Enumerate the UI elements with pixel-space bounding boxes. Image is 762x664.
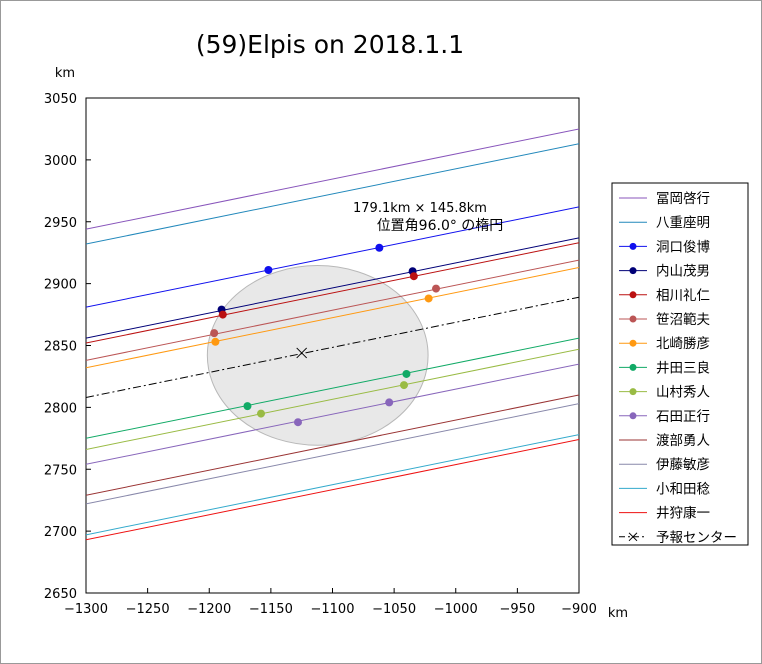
y-tick-label: 2850 — [44, 340, 77, 355]
legend: 冨岡啓行八重座明洞口俊博内山茂男相川礼仁笹沼範夫北崎勝彦井田三良山村秀人石田正行… — [619, 191, 737, 546]
legend-marker-2 — [629, 242, 637, 250]
y-tick-label: 2650 — [44, 587, 77, 602]
legend-label-5: 笹沼範夫 — [656, 312, 710, 328]
x-unit-label: km — [608, 606, 628, 621]
legend-label-11: 伊藤敏彦 — [656, 457, 710, 473]
legend-marker-7 — [629, 363, 637, 371]
legend-x-b — [628, 532, 638, 542]
legend-label-13: 井狩康一 — [656, 505, 710, 522]
observer-point-9-0 — [293, 418, 302, 427]
legend-label-12: 小和田稔 — [656, 481, 710, 497]
x-tick-label: −1250 — [126, 602, 170, 617]
x-tick-label: −1050 — [372, 602, 416, 617]
x-tick-label: −1000 — [434, 602, 478, 617]
observer-line-6 — [86, 267, 579, 369]
observer-point-8-1 — [399, 381, 408, 390]
observer-line-0 — [86, 128, 579, 230]
predicted-path-line — [86, 296, 579, 398]
legend-label-1: 八重座明 — [656, 215, 710, 231]
x-tick-label: −1150 — [249, 602, 293, 617]
prediction-center-marker — [296, 347, 308, 359]
observer-line-11 — [86, 403, 579, 505]
observer-point-4-0 — [218, 310, 227, 319]
observer-line-1 — [86, 143, 579, 245]
x-tick-label: −1100 — [311, 602, 355, 617]
observer-point-5-0 — [210, 329, 219, 338]
legend-marker-8 — [629, 388, 637, 396]
observer-line-7 — [86, 337, 579, 439]
asteroid-ellipse — [206, 265, 429, 446]
y-unit-label: km — [55, 66, 75, 81]
legend-marker-9 — [629, 412, 637, 420]
legend-label-10: 渡部勇人 — [656, 433, 710, 449]
observer-point-5-1 — [432, 284, 441, 293]
legend-label-6: 北崎勝彦 — [656, 336, 710, 352]
y-tick-label: 2900 — [44, 278, 77, 293]
legend-label-14: 予報センター — [656, 530, 737, 546]
y-tick-label: 3000 — [44, 154, 77, 169]
marker-stroke-b — [296, 347, 308, 359]
observer-line-10 — [86, 394, 579, 496]
legend-label-8: 山村秀人 — [656, 385, 710, 401]
legend-marker-6 — [629, 339, 637, 347]
observer-point-4-1 — [409, 272, 418, 281]
x-tick-label: −950 — [500, 602, 536, 617]
legend-marker-5 — [629, 315, 637, 323]
x-tick-label: −900 — [561, 602, 597, 617]
observer-point-7-1 — [402, 369, 411, 378]
ellipse-angle-label: 位置角96.0° の楕円 — [377, 217, 504, 234]
observer-point-8-0 — [257, 409, 266, 418]
observer-line-9 — [86, 363, 579, 465]
y-tick-label: 3050 — [44, 92, 77, 107]
y-tick-label: 2700 — [44, 525, 77, 540]
legend-label-0: 冨岡啓行 — [656, 191, 710, 207]
legend-label-2: 洞口俊博 — [656, 238, 710, 255]
legend-label-3: 内山茂男 — [656, 263, 710, 280]
legend-marker-4 — [629, 291, 637, 299]
legend-label-9: 石田正行 — [656, 409, 710, 425]
legend-label-4: 相川礼仁 — [656, 288, 710, 304]
observer-point-2-0 — [264, 266, 273, 275]
observer-point-2-1 — [375, 243, 384, 252]
legend-marker-3 — [629, 267, 637, 275]
observer-line-4 — [86, 242, 579, 344]
ellipse-size-label: 179.1km × 145.8km — [353, 201, 487, 216]
y-tick-label: 2750 — [44, 463, 77, 478]
legend-label-7: 井田三良 — [656, 360, 710, 376]
observer-line-12 — [86, 434, 579, 536]
observer-point-7-0 — [243, 402, 252, 411]
observer-line-2 — [86, 206, 579, 308]
observer-line-13 — [86, 439, 579, 541]
observer-point-6-0 — [211, 337, 220, 346]
observer-point-9-1 — [385, 398, 394, 407]
chart-title: (59)Elpis on 2018.1.1 — [196, 30, 464, 59]
x-tick-label: −1200 — [187, 602, 231, 617]
y-tick-label: 2950 — [44, 216, 77, 231]
observer-line-3 — [86, 237, 579, 339]
observer-point-6-1 — [424, 294, 433, 303]
observer-line-5 — [86, 259, 579, 361]
y-tick-label: 2800 — [44, 401, 77, 416]
x-tick-label: −1300 — [64, 602, 108, 617]
observer-line-8 — [86, 348, 579, 450]
